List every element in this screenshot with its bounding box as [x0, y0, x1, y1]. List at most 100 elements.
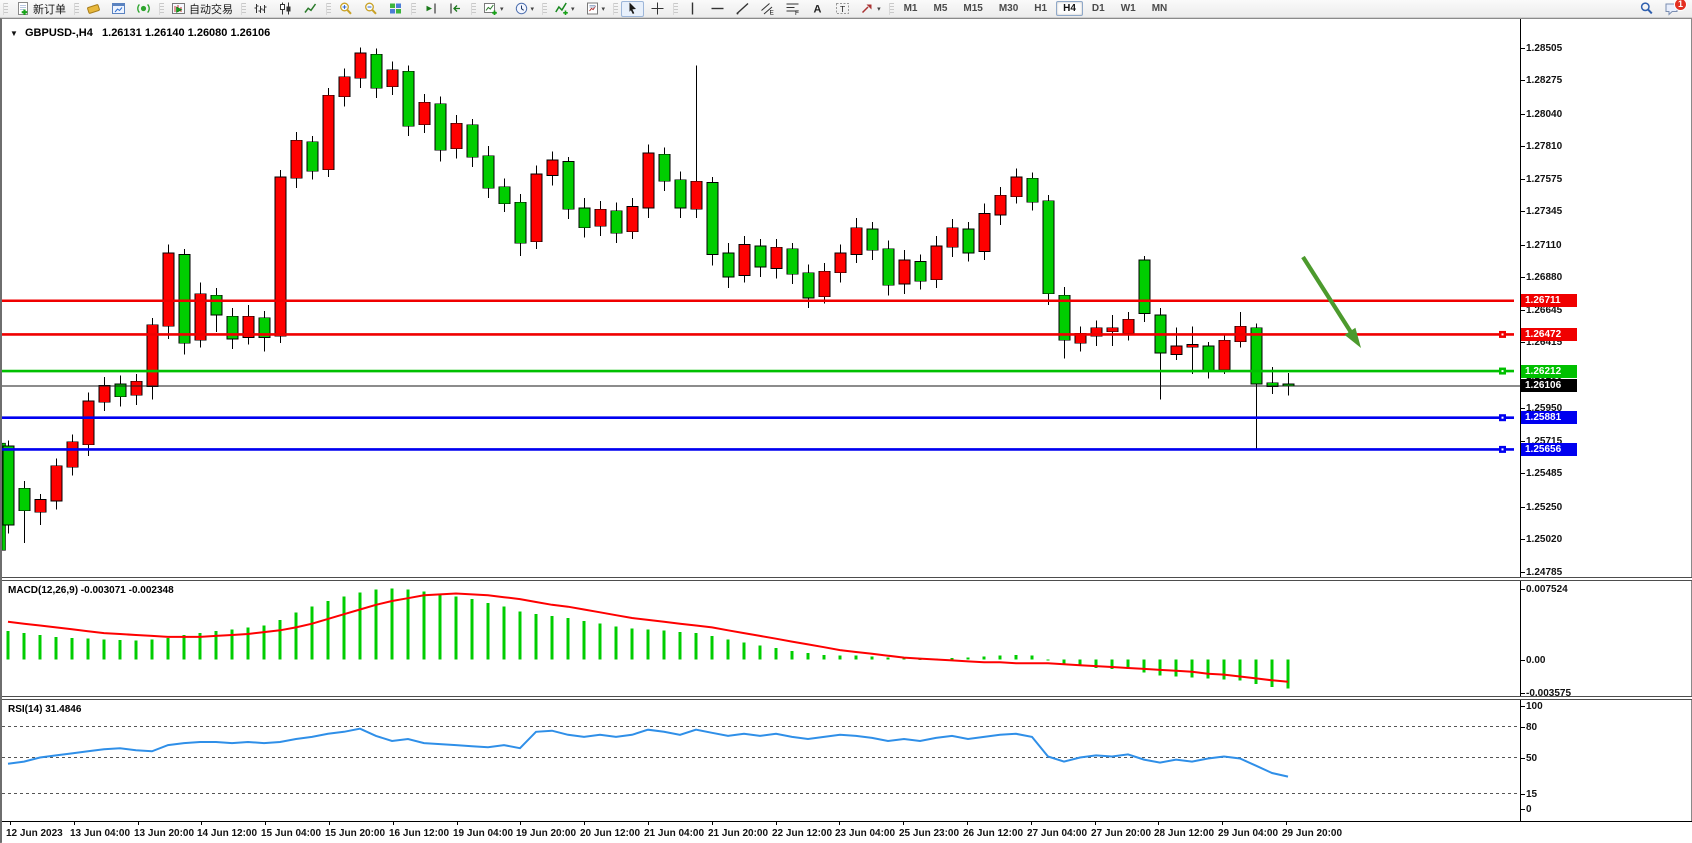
arrows-button[interactable]: ▾: [856, 1, 885, 17]
rsi-pane-splitter[interactable]: [2, 696, 1692, 700]
time-label-7: 19 Jun 04:00: [453, 828, 514, 839]
indicators-icon: [555, 2, 568, 15]
time-label-12: 22 Jun 12:00: [772, 828, 833, 839]
dropdown-caret-icon: ▾: [500, 5, 504, 13]
candle-body: [562, 161, 575, 210]
line-chart-button[interactable]: [299, 1, 322, 17]
axis-tick: [1520, 473, 1525, 474]
data-window-button[interactable]: [107, 1, 130, 17]
macd-histogram-bar: [1126, 659, 1130, 669]
candle-body: [898, 259, 911, 285]
new-order-label: 新订单: [33, 3, 66, 16]
axis-tick: [1520, 589, 1525, 590]
price-tick-1.26415: 1.26415: [1526, 337, 1563, 348]
macd-histogram-bar: [662, 630, 666, 660]
metaeditor-button[interactable]: [82, 1, 105, 17]
horizontal-line-icon: [711, 7, 724, 10]
candle-body: [882, 248, 895, 286]
timeframe-M30-button[interactable]: M30: [998, 3, 1019, 14]
collapse-arrow-icon[interactable]: ▼: [10, 29, 18, 38]
candle-body: [1186, 344, 1199, 348]
fibonacci-button[interactable]: F: [781, 1, 804, 17]
new-order-icon: [18, 2, 28, 15]
macd-histogram-bar: [758, 645, 762, 660]
time-label-13: 23 Jun 04:00: [835, 828, 896, 839]
zoom-in-button[interactable]: [334, 1, 357, 17]
timeframe-H4-button[interactable]: H4: [1056, 1, 1083, 16]
macd-histogram-bar: [1078, 659, 1082, 667]
bar-chart-button[interactable]: [249, 1, 272, 17]
macd-histogram-bar: [118, 640, 122, 660]
candle-body: [706, 182, 719, 255]
crosshair-button[interactable]: [646, 1, 669, 17]
timeframe-M15-button[interactable]: M15: [963, 3, 983, 14]
equidistant-channel-button[interactable]: E: [756, 1, 779, 17]
candle-body: [178, 254, 191, 344]
rsi-tick-100: 100: [1526, 701, 1543, 712]
profiles-button[interactable]: ▾: [510, 1, 539, 17]
axis-tick: [1520, 794, 1525, 795]
trendline-button[interactable]: [731, 1, 754, 17]
candlestick-chart-button[interactable]: [274, 1, 297, 17]
timeframe-M1-button[interactable]: M1: [903, 3, 918, 14]
macd-histogram-bar: [1174, 659, 1178, 677]
arrow-annotation[interactable]: [1301, 255, 1353, 333]
candle-body: [1170, 345, 1183, 355]
tile-windows-button[interactable]: [384, 1, 407, 17]
timeframe-W1-button[interactable]: W1: [1120, 3, 1136, 14]
macd-histogram-bar: [710, 635, 714, 660]
time-tick: [520, 822, 521, 825]
search-button[interactable]: [1635, 1, 1658, 17]
text-label-button[interactable]: T: [831, 1, 854, 17]
indicators-button[interactable]: ▾: [550, 1, 579, 17]
templates-button[interactable]: ▾: [581, 1, 610, 17]
timeframe-M5-button[interactable]: M5: [933, 3, 948, 14]
time-tick: [776, 822, 777, 825]
candle-body: [690, 180, 703, 210]
horizontal-line-button[interactable]: [706, 1, 729, 17]
text-button[interactable]: A: [806, 1, 829, 17]
autotrading-button[interactable]: 自动交易: [167, 1, 237, 17]
chat-button[interactable]: 1: [1660, 0, 1687, 17]
macd-pane-splitter[interactable]: [2, 577, 1692, 581]
new-chart-button[interactable]: ▾: [479, 1, 508, 17]
candle-body: [2, 445, 15, 526]
candle-body: [578, 207, 591, 228]
macd-histogram-bar: [1190, 659, 1194, 678]
axis-tick: [1520, 342, 1525, 343]
candle-body: [1010, 176, 1023, 197]
axis-tick: [1520, 660, 1525, 661]
candle-body: [1266, 382, 1279, 388]
zoom-out-button[interactable]: [359, 1, 382, 17]
macd-histogram-bar: [230, 629, 234, 660]
rsi-tick-15: 15: [1526, 789, 1538, 800]
timeframe-H1-button[interactable]: H1: [1034, 3, 1048, 14]
cursor-button[interactable]: [621, 0, 645, 17]
auto-scroll-button[interactable]: [419, 1, 442, 17]
svg-text:T: T: [840, 4, 845, 14]
arrow-annotation-head[interactable]: [1344, 327, 1361, 348]
macd-histogram-bar: [726, 639, 730, 660]
price-tick-1.25715: 1.25715: [1526, 436, 1563, 447]
candle-body: [866, 228, 879, 251]
chart-shift-icon: [450, 3, 460, 14]
toolbar-grip: [3, 2, 8, 15]
vertical-line-button[interactable]: [681, 1, 704, 17]
candle-body: [386, 69, 399, 88]
chart-shift-button[interactable]: [444, 1, 467, 17]
time-axis[interactable]: 12 Jun 2023 13 Jun 04:00 13 Jun 20:00 14 Ju…: [2, 821, 1692, 843]
candle-body: [1138, 259, 1151, 314]
timeframe-MN-button[interactable]: MN: [1151, 3, 1168, 14]
macd-histogram-bar: [22, 633, 26, 660]
signals-button[interactable]: [132, 1, 155, 17]
macd-histogram-bar: [902, 658, 906, 660]
time-label-19: 29 Jun 04:00: [1218, 828, 1279, 839]
toolbar-grip: [159, 2, 164, 15]
candle-body: [802, 272, 815, 299]
macd-histogram-bar: [502, 606, 506, 660]
new-order-button[interactable]: 新订单: [11, 1, 70, 17]
time-tick: [967, 822, 968, 825]
timeframe-D1-button[interactable]: D1: [1091, 3, 1105, 14]
toolbar-grip: [74, 2, 79, 15]
chart-title: ▼ GBPUSD-,H4 1.26131 1.26140 1.26080 1.2…: [10, 27, 270, 39]
